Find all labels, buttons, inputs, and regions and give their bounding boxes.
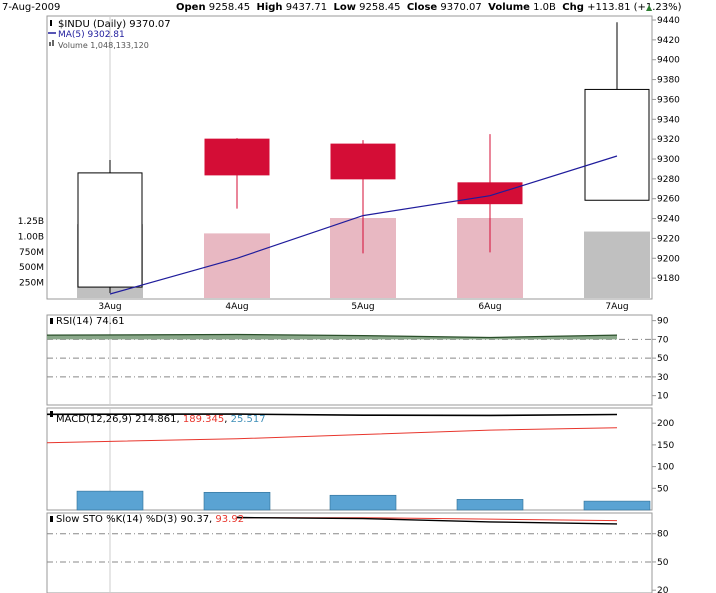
ma5-line — [109, 155, 618, 295]
price-tick-label: 9440 — [657, 16, 680, 26]
price-tick-label: 9320 — [657, 135, 680, 145]
macd-line — [46, 413, 618, 417]
open-value: 9258.45 — [208, 2, 251, 13]
macd-histogram-bar — [76, 490, 144, 511]
price-tick-label: 9220 — [657, 234, 680, 244]
rsi-tick-label: 50 — [657, 354, 669, 364]
volume-bars-icon — [52, 40, 54, 46]
quote-date: 7-Aug-2009 — [2, 2, 61, 13]
volume-tick-label: 1.00B — [18, 232, 44, 242]
legend-ma: MA(5) 9302.81 — [58, 30, 125, 40]
volume-value: 1.0B — [533, 2, 556, 13]
date-axis-label: 4Aug — [225, 302, 248, 312]
macd-legend-name: MACD(12,26,9) — [56, 414, 135, 425]
sto-tick-label: 20 — [657, 586, 669, 593]
chg-label: Chg — [562, 2, 584, 13]
high-label: High — [256, 2, 283, 13]
macd-histogram-bar — [456, 499, 524, 511]
macd-histogram-bar — [203, 491, 271, 511]
volume-tick-label: 750M — [19, 248, 44, 258]
macd-legend-value: 214.861, — [135, 414, 183, 425]
sto-tick-label: 80 — [657, 530, 669, 540]
quote-values: Open 9258.45 High 9437.71 Low 9258.45 Cl… — [176, 0, 682, 16]
price-tick-label: 9300 — [657, 155, 680, 165]
legend-symbol: $INDU (Daily) 9370.07 — [58, 19, 171, 30]
sto-panel — [46, 512, 653, 593]
price-tick-label: 9380 — [657, 76, 680, 86]
indicator-icon — [50, 516, 53, 522]
up-arrow-icon: ▲ — [646, 3, 653, 12]
date-axis-label: 3Aug — [98, 302, 121, 312]
sto-legend-name: Slow STO %K(14) %D(3) — [56, 514, 180, 525]
macd-tick-label: 200 — [657, 419, 674, 429]
macd-legend-separator: , — [224, 414, 230, 425]
macd-tick-label: 50 — [657, 484, 669, 494]
macd-histogram-bar — [329, 494, 397, 511]
rsi-tick-label: 70 — [657, 335, 669, 345]
sto-k-line — [236, 516, 618, 525]
sto-legend: Slow STO %K(14) %D(3) 90.37, 93.92 — [56, 514, 244, 525]
macd-tick-label: 100 — [657, 463, 674, 473]
rsi-tick-label: 90 — [657, 317, 669, 327]
date-axis-label: 6Aug — [478, 302, 501, 312]
sto-legend-d: 93.92 — [215, 514, 244, 525]
chg-value: +113.81 (+1.23%) — [587, 2, 682, 13]
macd-panel — [46, 407, 653, 511]
date-axis-label: 7Aug — [605, 302, 628, 312]
candle-body — [584, 88, 650, 201]
rsi-legend: RSI(14) 74.61 — [56, 316, 125, 327]
open-label: Open — [176, 2, 206, 13]
macd-legend-histogram: 25.517 — [231, 414, 266, 425]
price-tick-label: 9180 — [657, 274, 680, 284]
rsi-legend-name: RSI(14) — [56, 316, 96, 327]
macd-signal-line — [46, 427, 618, 444]
macd-tick-label: 150 — [657, 441, 674, 451]
candle-icon — [50, 20, 52, 26]
volume-tick-label: 500M — [19, 263, 44, 273]
price-tick-label: 9400 — [657, 56, 680, 66]
close-label: Close — [406, 2, 438, 13]
quote-header: 7-Aug-2009 Open 9258.45 High 9437.71 Low… — [0, 0, 716, 16]
volume-bar — [584, 231, 650, 298]
low-value: 9258.45 — [359, 2, 401, 13]
candle-body — [457, 182, 523, 205]
rsi-tick-label: 10 — [657, 392, 669, 402]
candle-body — [330, 143, 396, 180]
macd-histogram-bar — [583, 500, 651, 511]
sto-tick-label: 50 — [657, 558, 669, 568]
close-value: 9370.07 — [440, 2, 482, 13]
macd-legend-signal: 189.345 — [183, 414, 224, 425]
low-label: Low — [333, 2, 356, 13]
price-tick-label: 9260 — [657, 195, 680, 205]
price-tick-label: 9360 — [657, 95, 680, 105]
volume-bar — [204, 233, 270, 298]
rsi-legend-value: 74.61 — [96, 316, 125, 327]
candle-body — [204, 138, 270, 176]
macd-legend: MACD(12,26,9) 214.861, 189.345, 25.517 — [56, 414, 266, 425]
price-tick-label: 9200 — [657, 254, 680, 264]
price-tick-label: 9420 — [657, 36, 680, 46]
volume-bars-icon — [49, 42, 51, 46]
rsi-panel — [46, 314, 653, 406]
price-tick-label: 9280 — [657, 175, 680, 185]
price-tick-label: 9340 — [657, 115, 680, 125]
volume-tick-label: 250M — [19, 279, 44, 289]
legend-volume: Volume 1,048,133,120 — [58, 41, 149, 50]
volume-tick-label: 1.25B — [18, 217, 44, 227]
rsi-line — [46, 333, 618, 339]
high-value: 9437.71 — [285, 2, 328, 13]
rsi-overbought-fill — [47, 334, 617, 340]
sto-legend-k: 90.37, — [180, 514, 215, 525]
indicator-icon — [50, 411, 53, 417]
rsi-tick-label: 30 — [657, 373, 669, 383]
indicator-icon — [50, 318, 53, 324]
volume-label: Volume — [488, 2, 530, 13]
price-tick-label: 9240 — [657, 215, 680, 225]
date-axis-label: 5Aug — [351, 302, 374, 312]
candle-body — [77, 172, 143, 288]
